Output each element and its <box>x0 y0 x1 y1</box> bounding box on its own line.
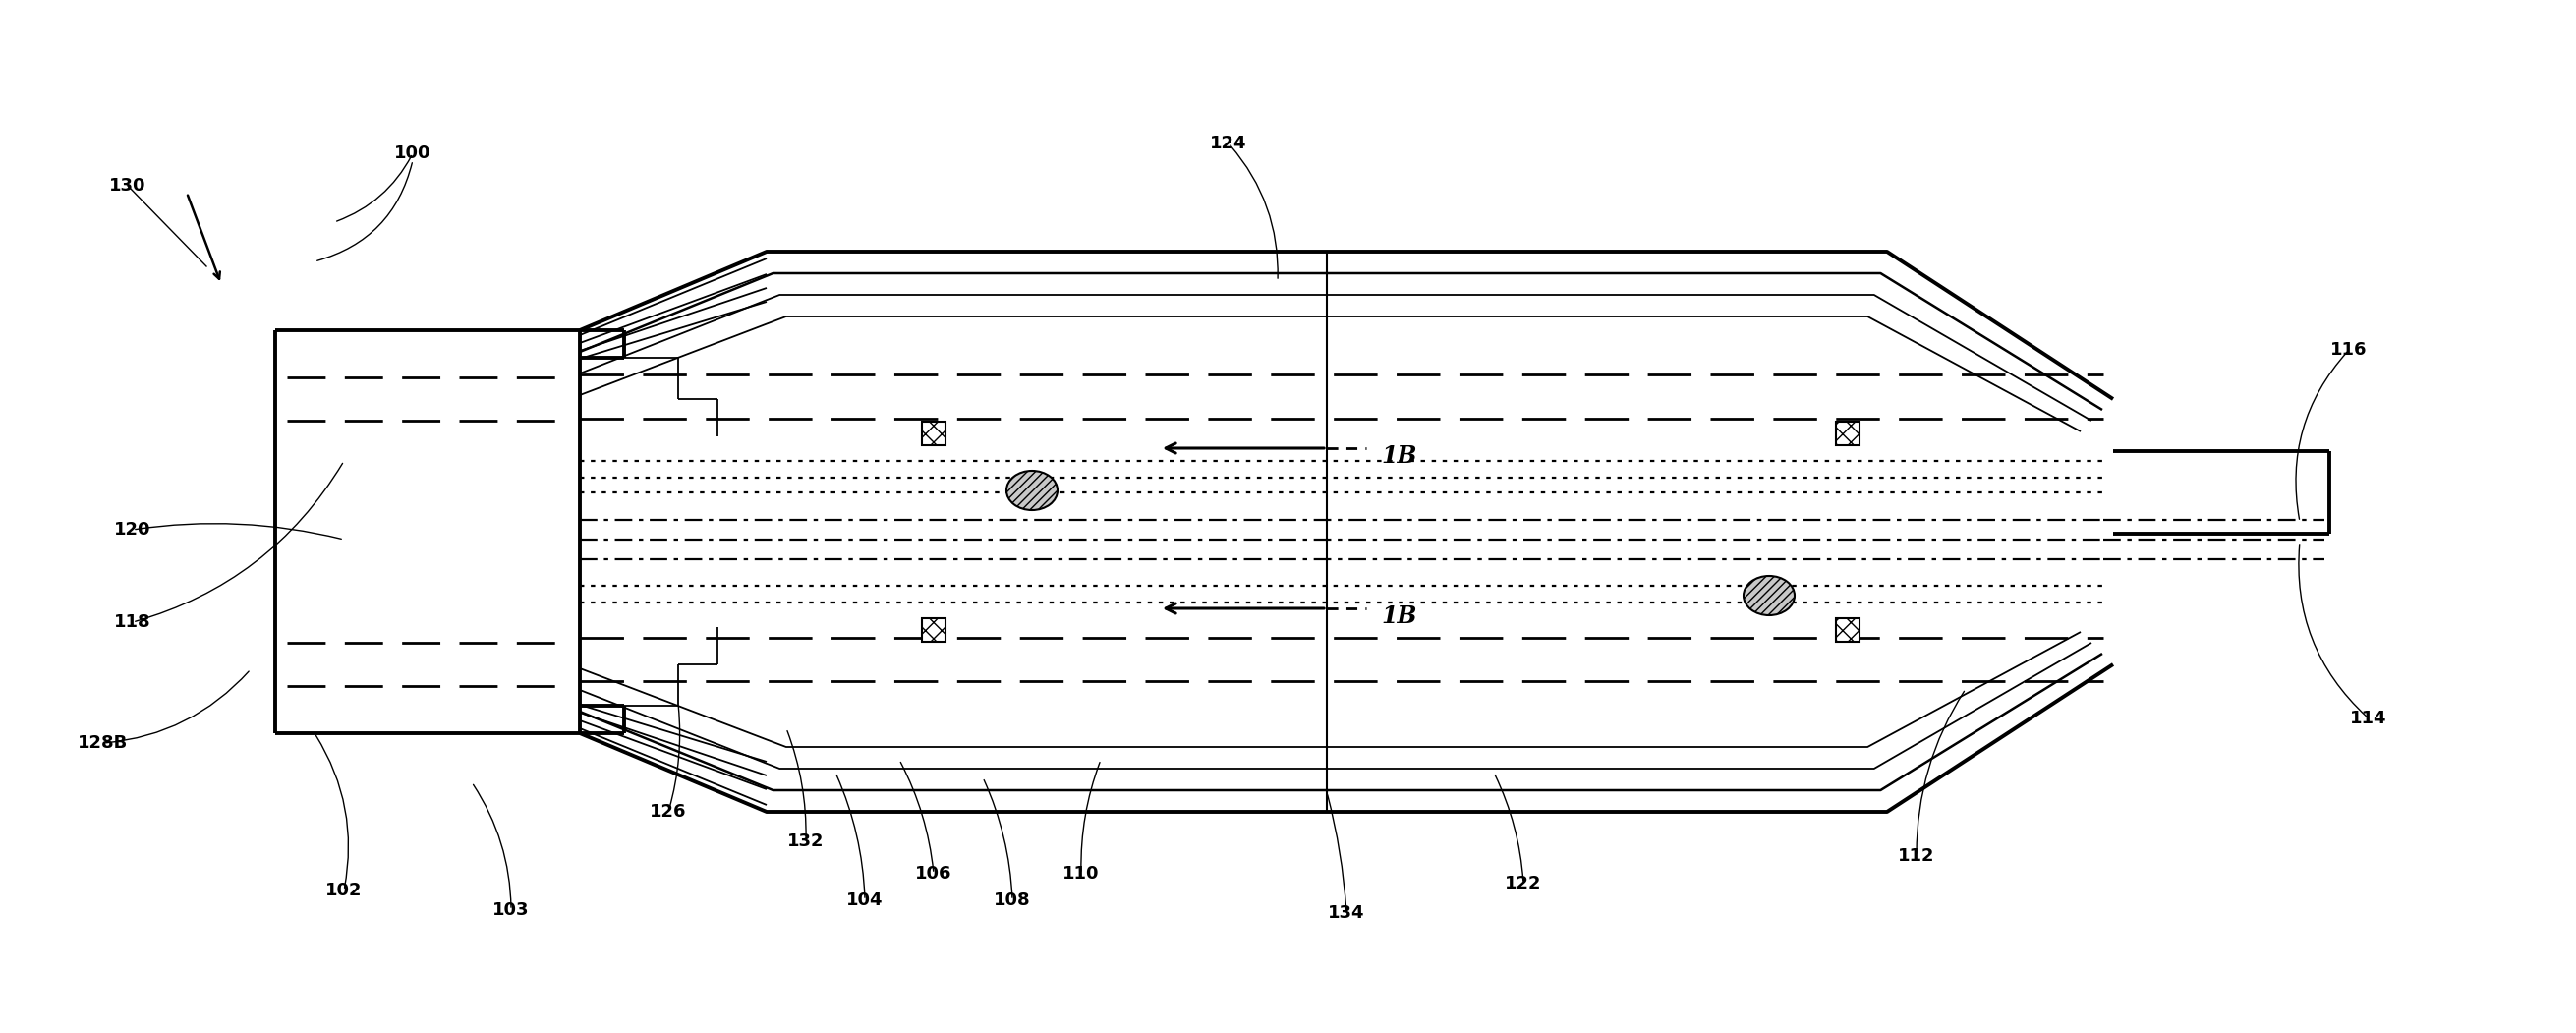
Text: 122: 122 <box>1504 875 1543 893</box>
Text: 128B: 128B <box>77 734 129 752</box>
Text: 124: 124 <box>1211 134 1247 152</box>
Text: 112: 112 <box>1899 847 1935 865</box>
Ellipse shape <box>1007 471 1059 510</box>
Text: 108: 108 <box>994 891 1030 909</box>
Bar <box>1837 421 1860 445</box>
Bar <box>1837 421 1860 445</box>
Bar <box>922 421 945 445</box>
Bar <box>1837 618 1860 641</box>
Text: 118: 118 <box>113 614 152 631</box>
Bar <box>1837 618 1860 641</box>
Text: 106: 106 <box>914 865 953 882</box>
Text: 104: 104 <box>848 891 884 909</box>
Text: 110: 110 <box>1064 865 1100 882</box>
Text: 103: 103 <box>492 902 531 919</box>
Text: 114: 114 <box>2349 710 2388 727</box>
Bar <box>922 421 945 445</box>
Text: 102: 102 <box>325 881 363 900</box>
Text: 132: 132 <box>788 833 824 850</box>
Text: 126: 126 <box>649 803 688 820</box>
Text: 130: 130 <box>108 177 147 194</box>
Text: 1B: 1B <box>1381 604 1417 628</box>
Bar <box>922 618 945 641</box>
Bar <box>922 618 945 641</box>
Text: 134: 134 <box>1329 904 1365 921</box>
Text: 120: 120 <box>113 521 152 538</box>
Text: 116: 116 <box>2331 341 2367 358</box>
Ellipse shape <box>1744 576 1795 616</box>
Text: 100: 100 <box>394 145 430 162</box>
Text: 1B: 1B <box>1381 444 1417 468</box>
